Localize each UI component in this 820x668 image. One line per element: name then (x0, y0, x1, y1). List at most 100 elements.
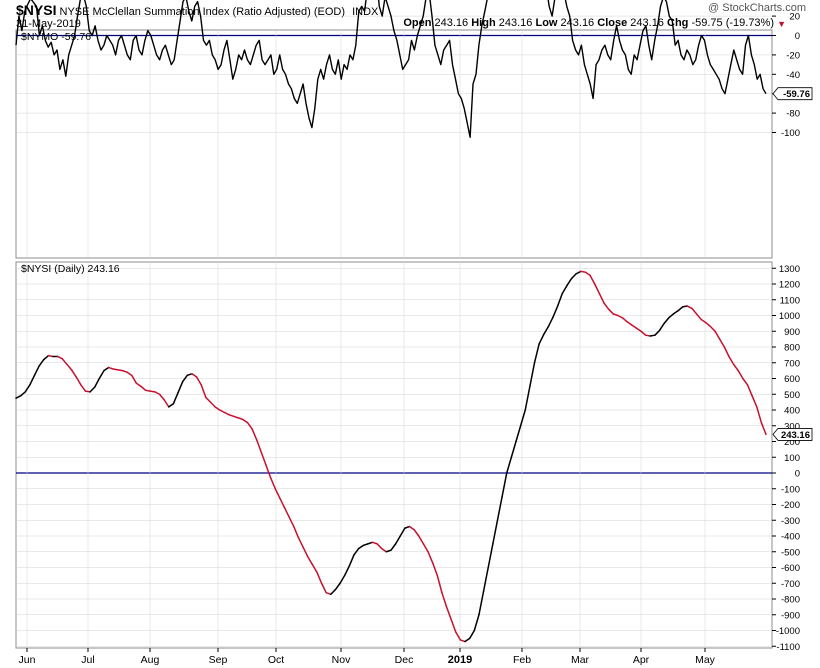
series-segment (737, 369, 744, 380)
series-segment (751, 395, 758, 408)
series-segment (566, 277, 573, 287)
series-segment (510, 440, 517, 458)
series-segment (589, 274, 596, 285)
series-segment (302, 546, 309, 558)
y-tick-label: 500 (784, 390, 800, 401)
series-segment (695, 313, 702, 321)
series-segment (367, 541, 374, 545)
low-label: Low (535, 17, 558, 29)
series-segment (607, 308, 614, 315)
series-segment (121, 369, 128, 373)
series-segment (598, 292, 605, 304)
series-segment (163, 399, 170, 408)
series-segment (584, 271, 591, 277)
x-tick-label: Aug (141, 654, 160, 666)
legend-label: $NYMO -59.76 (21, 31, 91, 43)
series-segment (630, 324, 638, 329)
series-segment (742, 377, 749, 386)
series-segment (543, 325, 550, 336)
series-segment (380, 547, 388, 553)
series-segment (56, 355, 64, 360)
series-segment (265, 464, 272, 479)
series-segment (468, 629, 476, 640)
y-tick-label: 100 (784, 453, 800, 464)
series-segment (431, 562, 439, 577)
x-tick-label: Jun (19, 654, 36, 666)
series-segment (195, 376, 202, 386)
series-segment (144, 389, 152, 392)
series-segment (408, 525, 415, 531)
y-tick-label: 1000 (779, 311, 800, 322)
series-segment (320, 582, 327, 594)
series-segment (561, 284, 568, 295)
series-segment (418, 535, 425, 545)
series-segment (89, 386, 96, 393)
series-segment (436, 574, 443, 594)
series-segment (316, 571, 323, 584)
y-tick-label: 1300 (779, 264, 800, 275)
high-value: 243.16 (498, 17, 533, 29)
series-segment (760, 421, 767, 436)
y-tick-label: 600 (784, 374, 800, 385)
series-segment (441, 591, 448, 608)
series-segment (390, 543, 397, 551)
series-segment (575, 270, 582, 275)
y-tick-label: -500 (781, 547, 800, 558)
series-segment (422, 543, 429, 553)
series-segment (677, 306, 684, 312)
x-tick-label: Sep (209, 654, 228, 666)
series-segment (626, 321, 633, 326)
series-segment (705, 321, 712, 328)
series-segment (209, 401, 216, 408)
series-segment (533, 343, 540, 364)
series-segment (399, 527, 406, 537)
series-segment (348, 554, 355, 567)
series-segment (251, 428, 258, 441)
series-segment (98, 369, 105, 380)
series-segment (524, 385, 531, 411)
y-tick-label: 300 (784, 421, 800, 432)
series-segment (519, 409, 527, 427)
series-segment (149, 390, 156, 393)
series-segment (80, 384, 87, 392)
y-tick-label: -900 (781, 610, 800, 621)
series-segment (473, 614, 480, 632)
description: NYSE McClellan Summation Index (Ratio Ad… (59, 6, 346, 18)
series-segment (232, 415, 239, 419)
series-segment (274, 488, 281, 499)
series-segment (658, 322, 665, 332)
series-segment (714, 330, 721, 340)
series-segment (709, 325, 716, 332)
date-label: 31-May-2019 (16, 18, 81, 30)
series-segment (362, 543, 369, 547)
series-segment (394, 535, 402, 545)
series-segment (24, 384, 31, 393)
y-tick-label: 0 (795, 31, 800, 42)
series-segment (237, 417, 244, 421)
series-segment (505, 456, 513, 474)
series-segment (654, 329, 661, 336)
chg-down-arrow-icon: ▼ (777, 19, 786, 29)
series-segment (228, 413, 235, 418)
y-tick-label: -1100 (776, 642, 800, 653)
series-segment (154, 391, 161, 395)
series-segment (580, 270, 587, 273)
y-tick-label: -1000 (776, 626, 800, 637)
chg-value: -59.75 (-19.73%) (691, 17, 774, 29)
series-segment (612, 313, 619, 317)
series-segment (103, 366, 110, 372)
series-segment (644, 334, 652, 337)
y-tick-label: 0 (795, 469, 800, 480)
series-segment (464, 637, 471, 643)
high-label: High (471, 17, 496, 29)
series-segment (168, 402, 175, 408)
series-segment (33, 365, 40, 377)
series-segment (413, 528, 420, 537)
series-segment (288, 516, 295, 528)
series-segment (242, 418, 249, 424)
series-line (15, 0, 767, 139)
series-segment (496, 495, 503, 521)
panel-frame (15, 29, 773, 259)
series-segment (552, 305, 559, 318)
